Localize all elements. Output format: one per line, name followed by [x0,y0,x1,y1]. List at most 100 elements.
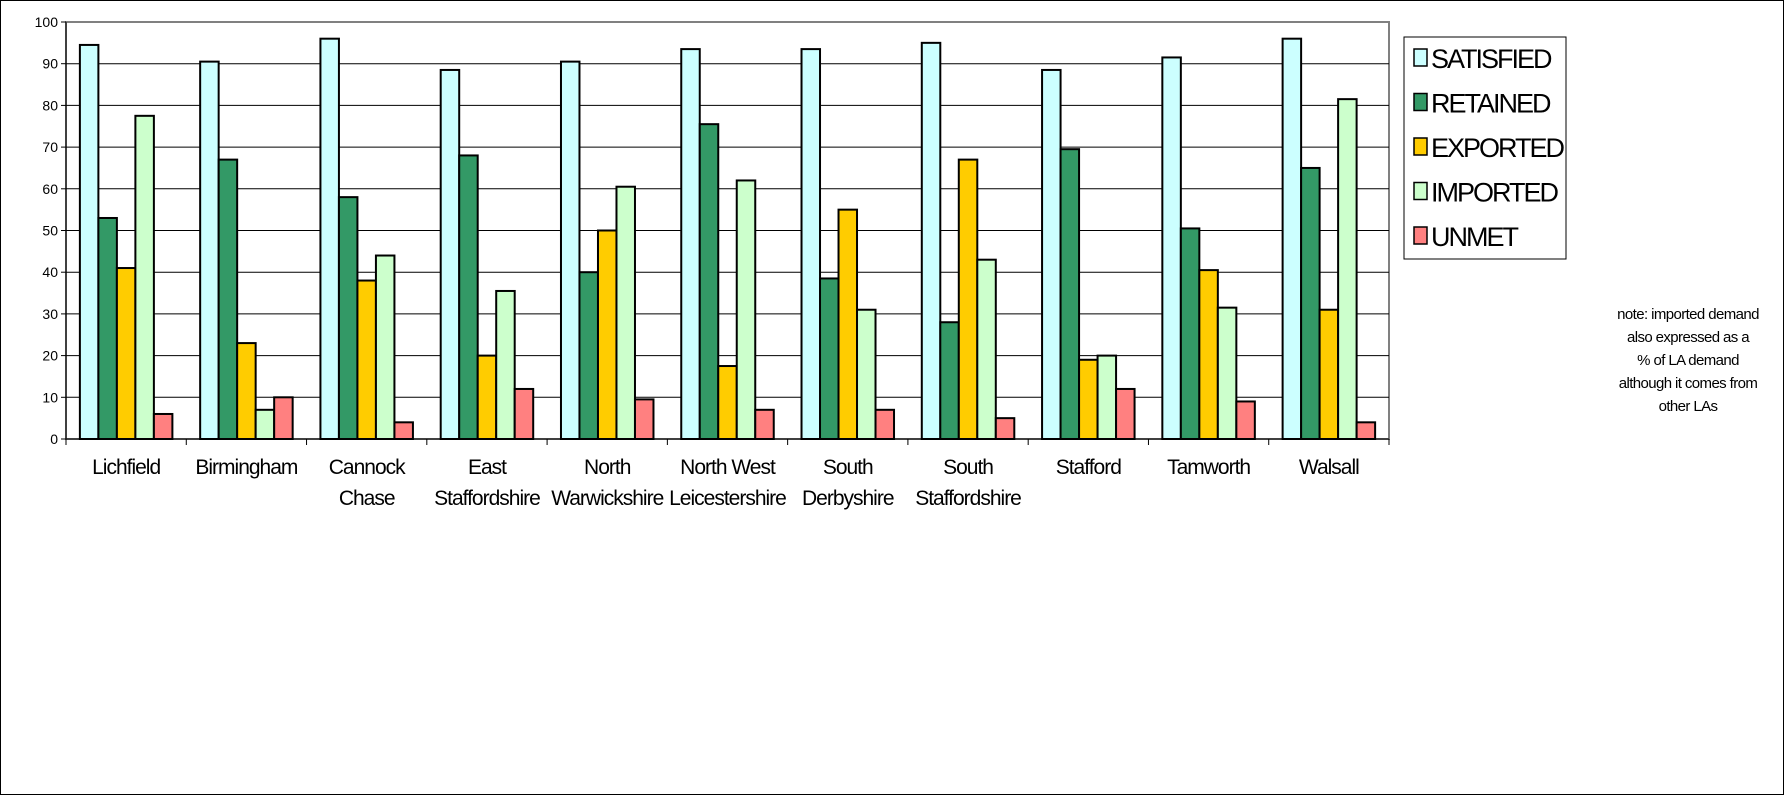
bar-imported [1216,306,1238,440]
bar-imported [615,185,636,440]
bar-retained [458,154,479,440]
legend: SATISFIED RETAINED EXPORTED IMPORTED UNMET [1403,36,1567,260]
bar-satisfied [559,60,581,441]
legend-label: RETAINED [1431,89,1551,119]
y-tick-label: 20 [42,348,58,364]
bars [78,37,1377,441]
bar-satisfied [78,43,100,441]
legend-swatch [1413,92,1428,112]
bar-retained [337,196,359,440]
x-tick-label: South [943,456,993,479]
bar-unmet [1115,387,1136,440]
bar-satisfied [920,41,942,440]
bar-unmet [152,412,174,441]
x-tick-label: Tamworth [1167,456,1250,479]
annotation-line: note: imported demand [1617,306,1759,323]
bar-satisfied [1161,56,1182,440]
bar-exported [115,267,137,440]
bar-imported [1337,98,1358,441]
y-tick-label: 90 [42,56,58,72]
x-tick-label: North West [680,456,776,479]
bar-exported [476,354,498,441]
bar-exported [1198,269,1219,440]
x-tick-label: South [823,456,873,479]
x-tick-label: Warwickshire [551,487,663,510]
bar-satisfied [1281,37,1303,441]
y-tick-label: 0 [50,431,58,447]
bar-satisfied [199,60,220,441]
legend-swatch [1413,48,1428,67]
legend-swatch [1413,137,1428,156]
y-tick-label: 60 [42,181,58,197]
annotation-line: % of LA demand [1637,352,1739,369]
annotation-line: although it comes from [1618,375,1758,392]
legend-label: UNMET [1431,222,1518,252]
bar-retained [698,123,720,440]
bar-unmet [1235,400,1256,440]
annotation-line: other LAs [1658,398,1718,415]
bar-retained [217,158,239,441]
chart-annotation: note: imported demand also expressed as … [1598,303,1778,418]
bar-exported [957,158,979,441]
x-tick-label: Staffordshire [434,487,540,510]
bar-exported [236,342,257,440]
bar-unmet [513,387,535,440]
x-tick-label: Derbyshire [802,487,894,510]
x-tick-label: Stafford [1056,456,1121,479]
bar-retained [578,271,599,441]
legend-box [1403,36,1567,260]
x-tick-label: Staffordshire [915,487,1021,510]
y-tick-label: 30 [42,306,58,322]
bar-imported [374,254,396,440]
bar-imported [856,308,877,441]
bar-satisfied [800,48,822,440]
y-tick-label: 50 [42,223,58,239]
bar-unmet [754,408,775,440]
bar-satisfied [1041,68,1062,441]
x-tick-label: Birmingham [195,456,298,479]
bar-imported [1096,354,1118,441]
legend-swatch [1413,226,1428,245]
bar-retained [1059,148,1081,440]
bar-retained [819,277,840,440]
x-tick-label: Lichfield [92,456,160,479]
y-tick-label: 100 [35,14,59,30]
bar-unmet [874,408,896,440]
y-axis: 0 10 20 30 40 50 60 70 80 90 100 [35,14,67,447]
bar-imported [134,114,155,440]
bar-imported [495,289,516,440]
bar-unmet [994,417,1016,440]
x-tick-label: Walsall [1299,456,1359,479]
bar-exported [717,365,738,440]
bar-satisfied [439,68,461,441]
bar-retained [1179,227,1201,440]
bar-unmet [633,398,655,441]
y-tick-label: 40 [42,264,58,280]
legend-label: EXPORTED [1431,133,1565,163]
x-axis-labels: Lichfield Birmingham Cannock Chase East Staff… [92,456,1360,510]
x-tick-label: Chase [339,487,395,510]
bar-unmet [393,421,414,441]
x-tick-label: North [584,456,631,479]
bar-retained [97,216,118,440]
bar-unmet [273,396,294,440]
bar-retained [939,321,960,440]
bar-retained [1300,166,1321,440]
bar-satisfied [319,37,340,441]
annotation-line: also expressed as a [1626,329,1750,346]
bar-exported [356,279,377,441]
bar-imported [254,408,276,440]
bar-exported [1318,308,1340,441]
y-tick-label: 70 [42,139,58,155]
legend-label: SATISFIED [1431,44,1552,74]
x-tick-label: East [468,456,507,479]
y-tick-label: 10 [42,389,58,405]
bar-unmet [1355,421,1377,441]
x-tick-label: Cannock [329,456,406,479]
legend-swatch [1413,181,1428,201]
bar-satisfied [680,48,701,440]
y-tick-label: 80 [42,97,58,113]
x-tick-label: Leicestershire [669,487,786,510]
legend-label: IMPORTED [1431,178,1559,208]
